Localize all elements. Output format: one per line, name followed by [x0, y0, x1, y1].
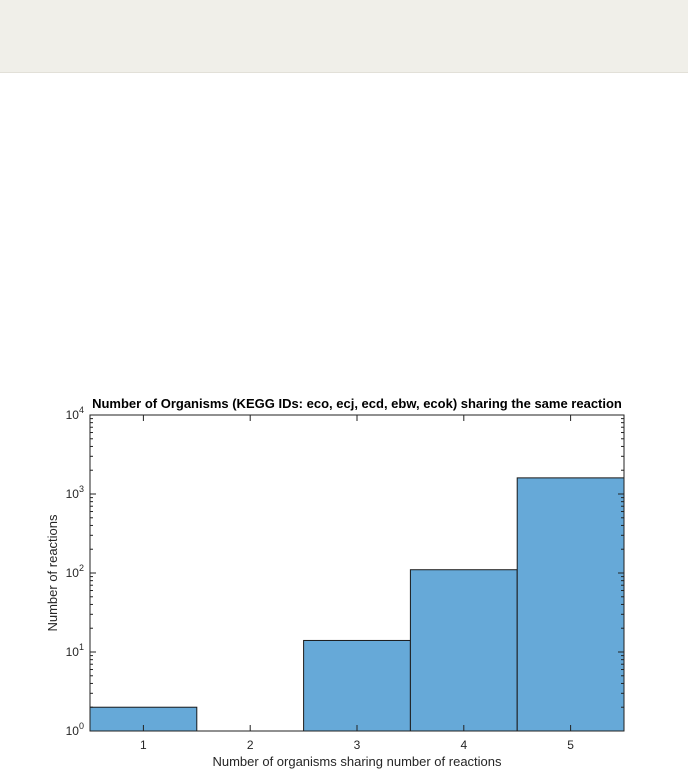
y-tick-label: 104: [66, 405, 84, 422]
y-tick-label: 100: [66, 721, 84, 738]
x-tick-label: 2: [247, 738, 254, 752]
histogram-chart: Number of Organisms (KEGG IDs: eco, ecj,…: [45, 396, 625, 769]
bar-4: [409, 569, 518, 732]
bar-5: [516, 477, 625, 732]
top-banner: [0, 0, 688, 73]
bars-group: [89, 477, 625, 732]
x-tick-label: 1: [140, 738, 147, 752]
x-tick-label: 3: [354, 738, 361, 752]
y-axis-label: Number of reactions: [45, 514, 60, 632]
y-tick-label: 101: [66, 642, 84, 659]
x-axis-label: Number of organisms sharing number of re…: [212, 754, 502, 769]
chart-figure: Number of Organisms (KEGG IDs: eco, ecj,…: [0, 380, 688, 773]
y-tick-label: 103: [66, 484, 84, 501]
x-tick-label: 4: [460, 738, 467, 752]
x-tick-labels: 1 2 3 4 5: [140, 738, 574, 752]
chart-title: Number of Organisms (KEGG IDs: eco, ecj,…: [92, 396, 622, 411]
y-tick-labels: 100 101 102 103 104: [66, 405, 84, 738]
x-tick-label: 5: [567, 738, 574, 752]
bar-3: [303, 639, 411, 732]
y-tick-label: 102: [66, 563, 84, 580]
plot-frame: [89, 414, 625, 732]
